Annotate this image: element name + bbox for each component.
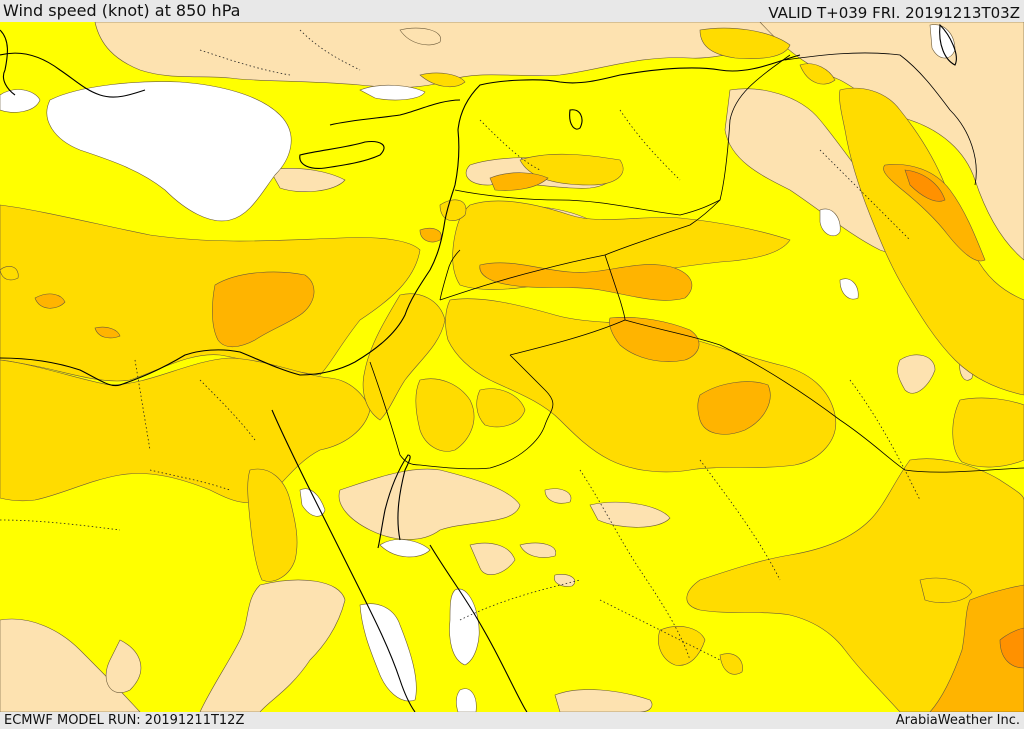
wind-speed-map xyxy=(0,22,1024,712)
country-borders xyxy=(369,52,1024,473)
wind-band-very-strong xyxy=(904,169,1024,669)
map-canvas xyxy=(0,22,1024,712)
valid-time-label: VALID T+039 FRI. 20191213T03Z xyxy=(768,4,1020,22)
province-boundaries xyxy=(0,29,921,661)
header-bar: Wind speed (knot) at 850 hPa VALID T+039… xyxy=(0,0,1024,22)
credit-label: ArabiaWeather Inc. xyxy=(895,713,1020,728)
footer-bar: ECMWF MODEL RUN: 20191211T12Z ArabiaWeat… xyxy=(0,712,1024,729)
map-title: Wind speed (knot) at 850 hPa xyxy=(3,1,241,20)
wind-band-calm xyxy=(0,24,956,712)
coastlines xyxy=(0,23,957,712)
model-run-label: ECMWF MODEL RUN: 20191211T12Z xyxy=(4,713,245,728)
